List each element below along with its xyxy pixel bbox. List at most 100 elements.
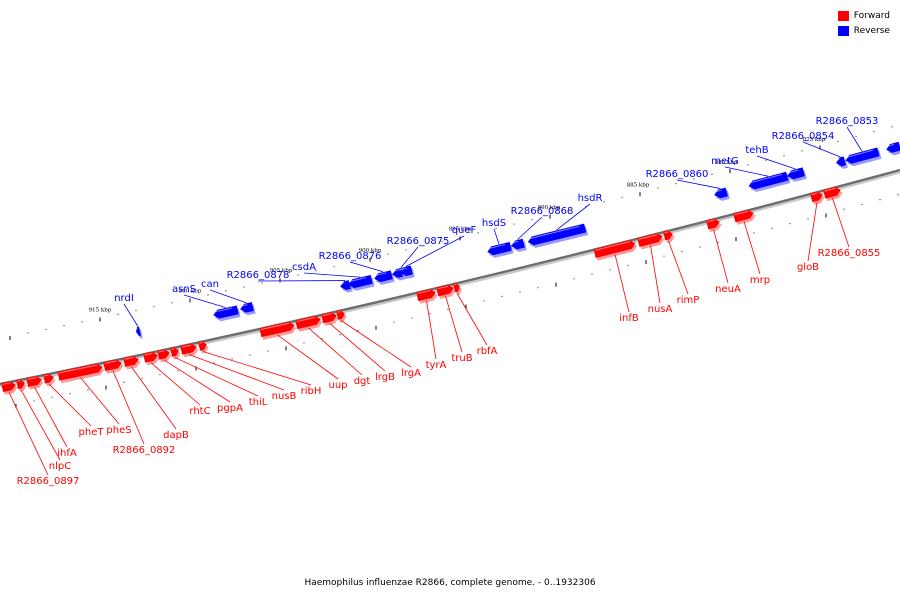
gene-uup[interactable] bbox=[259, 320, 297, 340]
gene-label-r2866-0860: R2866_0860 bbox=[646, 169, 709, 180]
leader-line bbox=[517, 216, 543, 240]
gene-label-r2866-0892: R2866_0892 bbox=[113, 445, 176, 456]
leader-line bbox=[20, 389, 61, 461]
leader-line bbox=[329, 322, 386, 372]
gene-nusa[interactable] bbox=[637, 232, 665, 250]
gene-pgpa[interactable] bbox=[157, 348, 172, 363]
gene-label-hsds: hsdS bbox=[482, 218, 506, 229]
gene-r2866-0854[interactable] bbox=[835, 156, 848, 170]
gene-label-infb: infB bbox=[619, 313, 639, 324]
gene-hsdr[interactable] bbox=[527, 223, 589, 249]
gene-label-thil: thiL bbox=[249, 397, 268, 408]
backbone-shadow bbox=[0, 170, 900, 388]
gene-lrga[interactable] bbox=[336, 309, 348, 323]
gene-r2866-0860[interactable] bbox=[713, 187, 730, 202]
gene-tyra[interactable] bbox=[416, 288, 438, 304]
gene-label-tehb: tehB bbox=[745, 145, 768, 156]
leader-line bbox=[112, 370, 145, 445]
gene-csda[interactable] bbox=[347, 275, 375, 292]
tick-label: 900 kbp bbox=[359, 248, 382, 254]
gene-label-metg: metG bbox=[711, 156, 739, 167]
gene-r2866-0892[interactable] bbox=[103, 358, 124, 374]
gene-ribh[interactable] bbox=[198, 340, 210, 354]
leader-line bbox=[456, 293, 488, 346]
gene-label-quef: queF bbox=[452, 225, 477, 236]
leader-line bbox=[724, 166, 769, 177]
legend-reverse-label: Reverse bbox=[853, 25, 890, 36]
gene-thil[interactable] bbox=[170, 346, 182, 360]
gene-label-lrgb: lrgB bbox=[375, 372, 395, 383]
gene-dapb[interactable] bbox=[123, 355, 141, 370]
gene-nusb[interactable] bbox=[180, 342, 199, 358]
gene-label-csda: csdA bbox=[292, 262, 316, 273]
gene-r2866-0853[interactable] bbox=[844, 147, 882, 168]
gene-label-uup: uup bbox=[328, 380, 347, 391]
leader-line bbox=[303, 272, 361, 278]
tick-label: 895 kbp bbox=[449, 227, 472, 233]
tick-label: 905 kbp bbox=[270, 268, 293, 274]
gene-rbfa[interactable] bbox=[453, 282, 463, 295]
gene-lrgb[interactable] bbox=[321, 311, 339, 326]
backbone-line bbox=[0, 168, 900, 386]
gene-hsds[interactable] bbox=[486, 241, 514, 260]
gene-r2866-0868[interactable] bbox=[510, 238, 527, 253]
gene-rhtc[interactable] bbox=[143, 351, 160, 366]
gene-label-phet: pheT bbox=[79, 427, 105, 438]
gene-tehb[interactable] bbox=[786, 167, 807, 183]
gene-label-can: can bbox=[201, 279, 219, 290]
gene-quef[interactable] bbox=[399, 265, 415, 280]
gene-r2866-0897[interactable] bbox=[1, 380, 18, 395]
gene-phet[interactable] bbox=[43, 372, 56, 387]
legend-reverse: Reverse bbox=[837, 23, 890, 38]
forward-strand-genes bbox=[1, 185, 844, 395]
leader-line bbox=[807, 202, 818, 262]
tick-label: 875 kbp bbox=[803, 137, 826, 143]
leader-line bbox=[34, 386, 68, 448]
gene-nrdi[interactable] bbox=[135, 326, 143, 339]
gene-rimp[interactable] bbox=[663, 229, 676, 243]
gene-label-hsdr: hsdR bbox=[578, 193, 603, 204]
gene-trub[interactable] bbox=[436, 283, 456, 299]
gene-phes[interactable] bbox=[57, 362, 106, 384]
gene-label-r2866-0878: R2866_0878 bbox=[227, 270, 290, 281]
leader-line bbox=[743, 221, 761, 275]
gene-dgt[interactable] bbox=[295, 315, 323, 333]
gene-label-ihfa: ihfA bbox=[57, 448, 77, 459]
gene-mrp[interactable] bbox=[733, 208, 757, 225]
leader-line bbox=[183, 294, 226, 308]
tick-label: 880 kbp bbox=[715, 160, 738, 166]
leader-line bbox=[493, 228, 500, 245]
gene-nlpc[interactable] bbox=[16, 378, 27, 392]
gene-label-glob: gloB bbox=[797, 262, 819, 273]
leader-line bbox=[80, 377, 120, 425]
gene-asns[interactable] bbox=[212, 305, 241, 322]
legend-forward: Forward bbox=[837, 8, 890, 23]
gene-label-mrp: mrp bbox=[750, 275, 770, 286]
leader-line bbox=[832, 198, 850, 248]
tick-label: 915 kbp bbox=[89, 308, 112, 314]
gene-r2866-0876[interactable] bbox=[373, 270, 395, 286]
gene-label-rhtc: rhtC bbox=[189, 406, 210, 417]
leader-line bbox=[668, 240, 689, 295]
tick-label: 890 kbp bbox=[538, 205, 561, 211]
gene-r2866-0855[interactable] bbox=[823, 185, 844, 202]
gene-label-r2866-0897: R2866_0897 bbox=[17, 476, 80, 487]
tick-label: 910 kbp bbox=[179, 288, 202, 294]
leader-line bbox=[556, 203, 591, 231]
gene-metg[interactable] bbox=[748, 171, 791, 193]
genome-backbone bbox=[0, 168, 900, 388]
gene-label-r2866-0875: R2866_0875 bbox=[387, 236, 450, 247]
gene-can[interactable] bbox=[239, 302, 256, 317]
gene-edge[interactable] bbox=[885, 141, 900, 157]
gene-infb[interactable] bbox=[593, 239, 639, 261]
gene-label-neua: neuA bbox=[715, 284, 741, 295]
leader-line bbox=[756, 155, 796, 170]
gene-label-r2866-0876: R2866_0876 bbox=[319, 251, 382, 262]
gene-neua[interactable] bbox=[706, 217, 723, 232]
reverse-swatch bbox=[837, 25, 849, 36]
gene-label-phes: pheS bbox=[106, 425, 131, 436]
gene-ihfa[interactable] bbox=[26, 375, 44, 390]
legend-forward-label: Forward bbox=[853, 10, 890, 21]
gene-glob[interactable] bbox=[810, 190, 826, 205]
